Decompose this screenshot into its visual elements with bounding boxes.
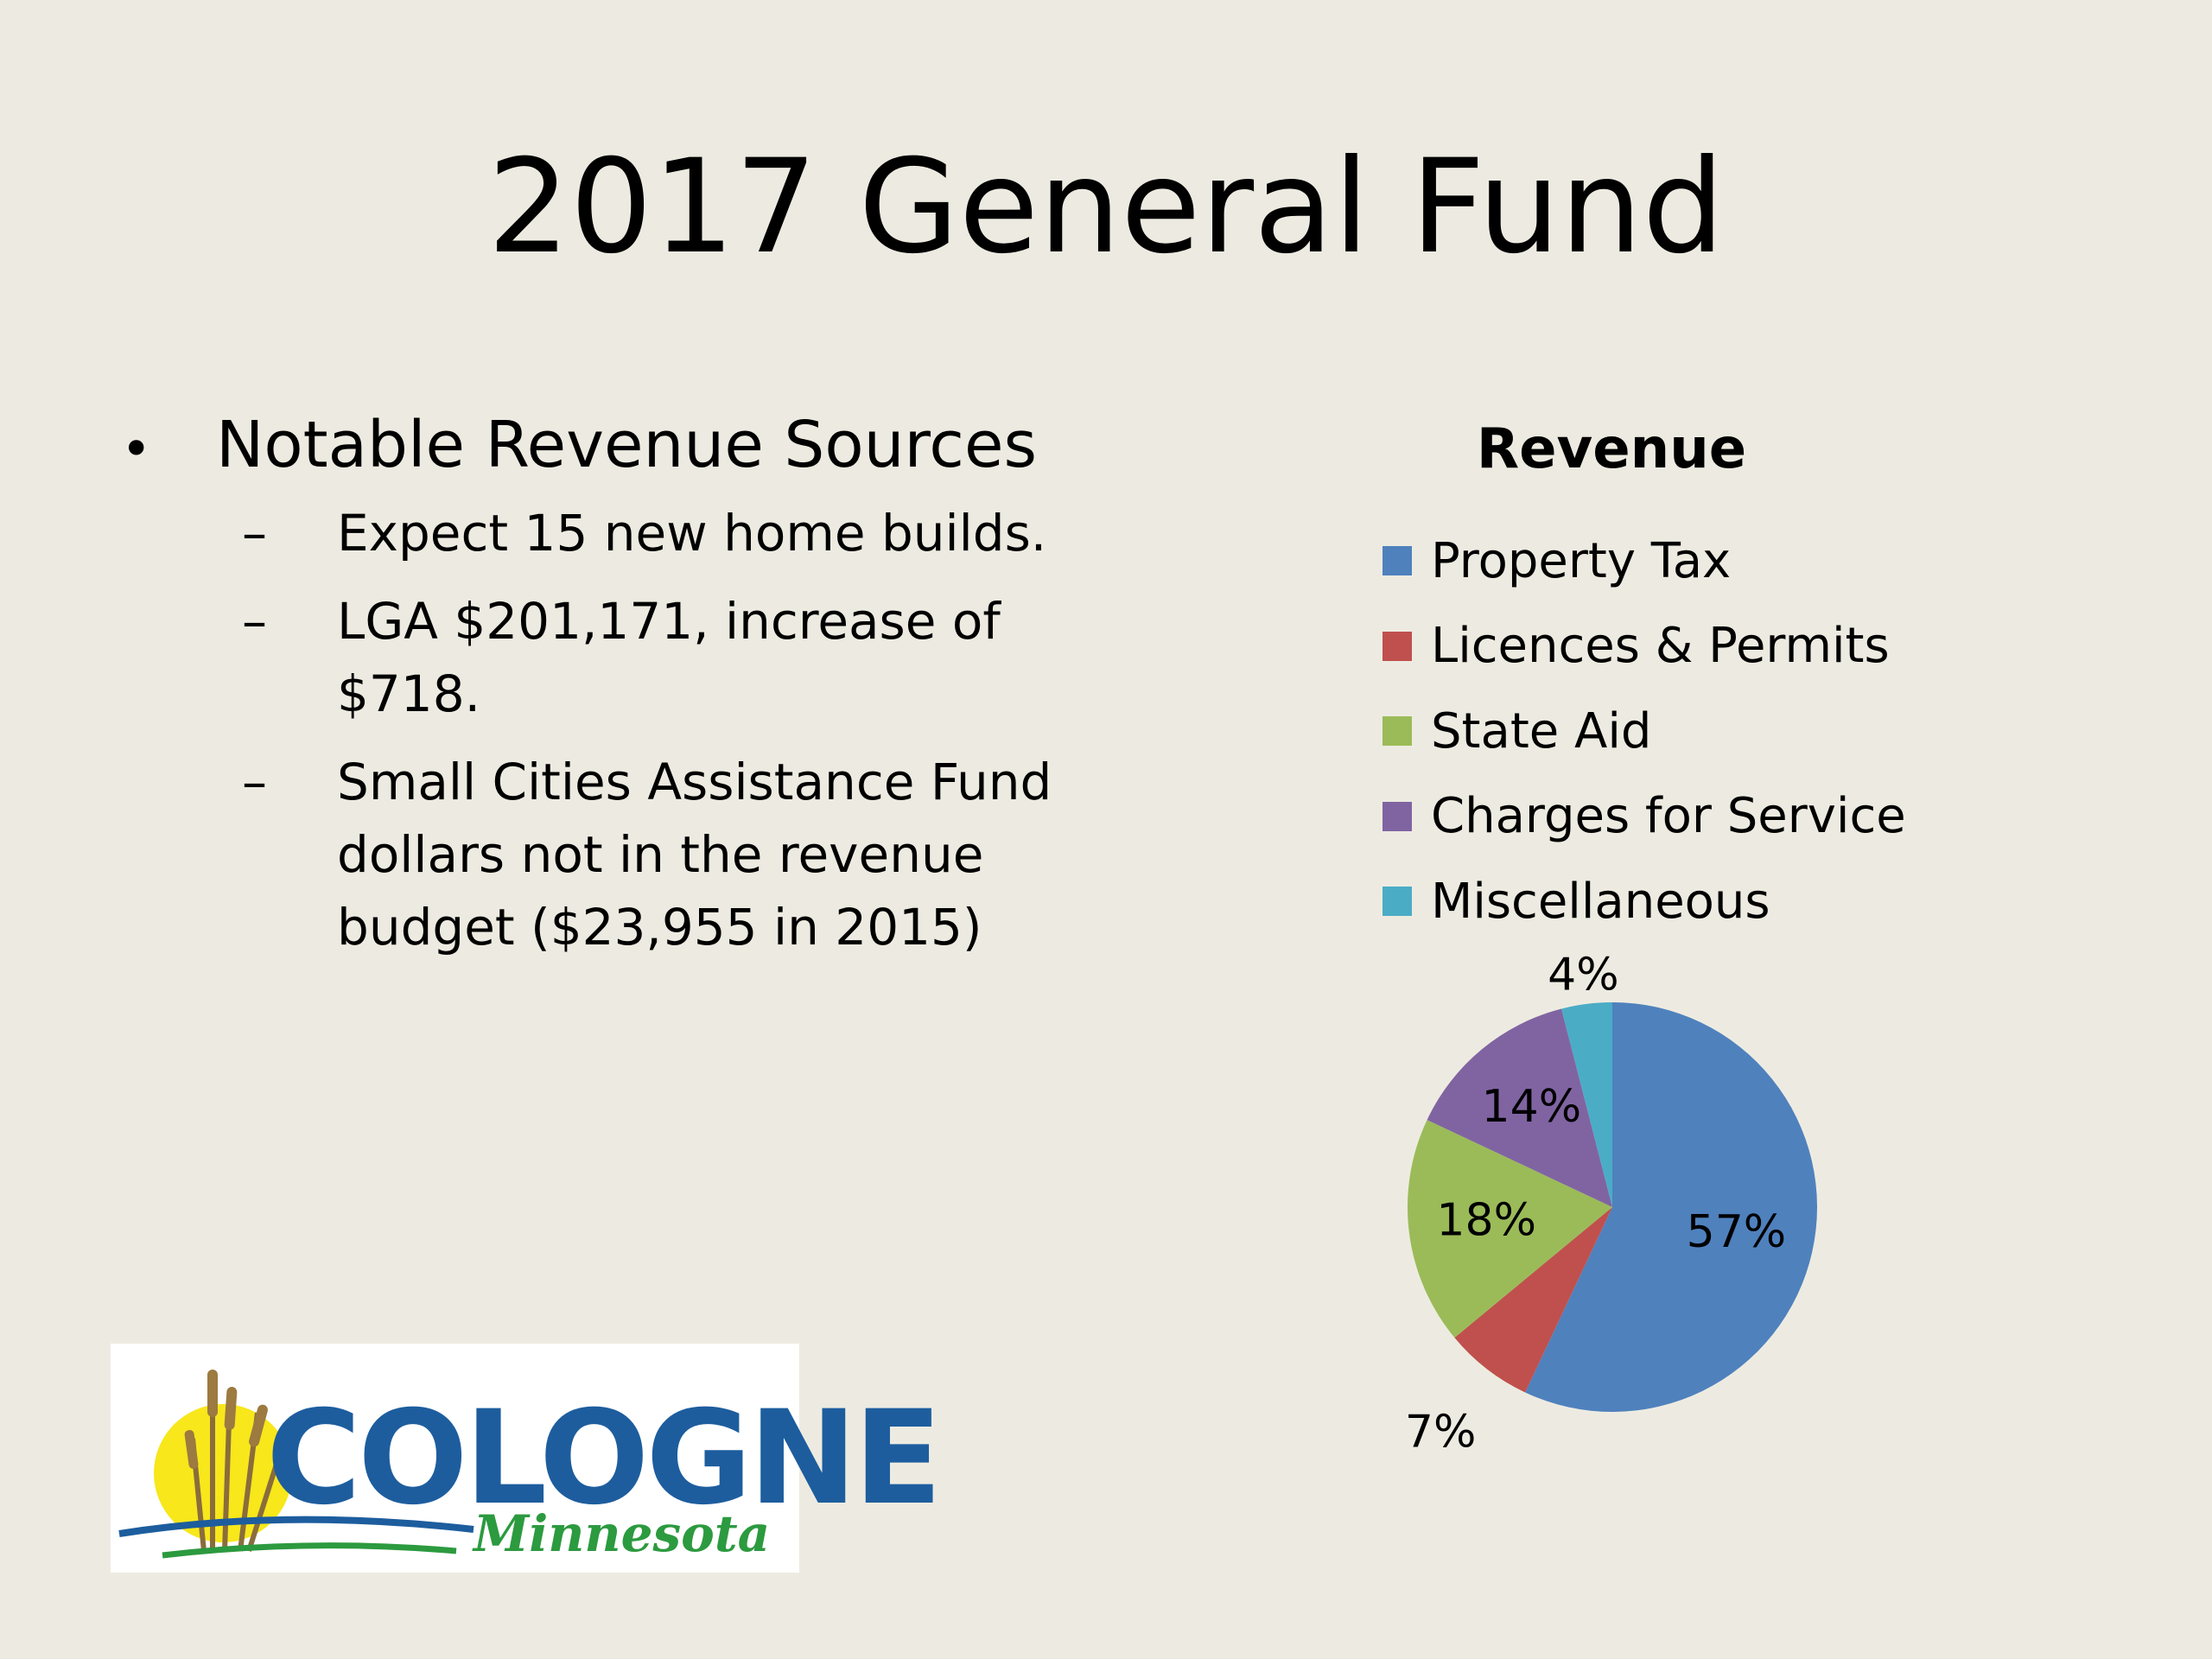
pie-data-label: 7% — [1405, 1406, 1477, 1458]
bullet-main: • Notable Revenue Sources — [121, 406, 1141, 488]
logo-text-cologne: COLOGNE — [266, 1383, 942, 1534]
revenue-pie-chart: Revenue Property Tax Licences & Permits St… — [1348, 397, 1970, 1486]
dash-marker: – — [242, 753, 267, 811]
bullet-dot: • — [121, 419, 152, 480]
dash-marker: – — [242, 592, 267, 651]
pie-slice — [1427, 1008, 1612, 1207]
logo-wave-green — [162, 1542, 457, 1559]
slide-title: 2017 General Fund — [487, 132, 1725, 283]
legend-item: Property Tax — [1382, 518, 1906, 604]
legend-label: State Aid — [1431, 702, 1652, 760]
legend-swatch — [1382, 546, 1412, 576]
legend-item: Licences & Permits — [1382, 604, 1906, 690]
pie-data-label: 18% — [1436, 1194, 1536, 1246]
pie-data-label: 14% — [1482, 1081, 1582, 1133]
legend-swatch — [1382, 801, 1412, 831]
logo-cattail-heads — [184, 1370, 268, 1469]
legend-item: State Aid — [1382, 689, 1906, 774]
sub-bullet-text: Small Cities Assistance Fund dollars not… — [337, 753, 1052, 957]
legend-item: Miscellaneous — [1382, 859, 1906, 944]
sub-bullet-text: LGA $201,171, increase of $718. — [337, 592, 1001, 723]
legend-swatch — [1382, 631, 1412, 661]
pie-slice — [1525, 1002, 1817, 1412]
legend-label: Charges for Service — [1431, 788, 1906, 845]
legend-label: Property Tax — [1431, 532, 1732, 589]
pie-slice — [1454, 1207, 1612, 1393]
legend-swatch — [1382, 887, 1412, 917]
pie-data-label: 57% — [1687, 1206, 1787, 1258]
sub-bullet-text: Expect 15 new home builds. — [337, 504, 1047, 563]
logo-text-minnesota: Minnesota — [474, 1504, 771, 1563]
legend-label: Miscellaneous — [1431, 873, 1770, 930]
pie-slice — [1561, 1002, 1612, 1207]
chart-legend: Property Tax Licences & Permits State Aid C… — [1382, 518, 1906, 944]
sub-bullet: – Expect 15 new home builds. — [242, 497, 1141, 569]
chart-title: Revenue — [1476, 417, 1747, 481]
pie-slice — [1408, 1120, 1612, 1338]
legend-label: Licences & Permits — [1431, 618, 1890, 675]
dash-marker: – — [242, 504, 267, 563]
logo-graphic — [118, 1370, 474, 1559]
logo-wave — [118, 1516, 474, 1537]
pie-data-label: 4% — [1548, 949, 1619, 1001]
pie-svg: 57% 7% 18% 14% 4% — [1405, 949, 1817, 1458]
bullet-list: • Notable Revenue Sources – Expect 15 ne… — [121, 406, 1141, 979]
bullet-main-text: Notable Revenue Sources — [216, 408, 1038, 482]
legend-item: Charges for Service — [1382, 774, 1906, 860]
cologne-logo: COLOGNE Minnesota — [111, 1344, 942, 1573]
legend-swatch — [1382, 716, 1412, 747]
sub-bullet: – Small Cities Assistance Fund dollars n… — [242, 746, 1141, 963]
sub-bullet-list: – Expect 15 new home builds. – LGA $201,… — [121, 497, 1141, 963]
sub-bullet: – LGA $201,171, increase of $718. — [242, 585, 1141, 730]
